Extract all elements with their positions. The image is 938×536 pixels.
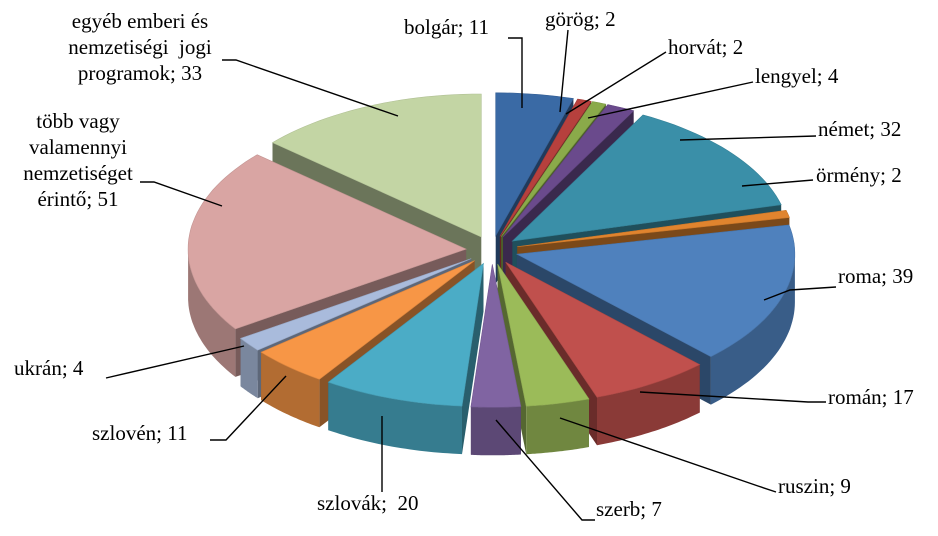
- data-label-bolgar: bolgár; 11: [404, 15, 489, 39]
- leader-line-egyeb-emberi-es-nemzetisegi-jogi-programok: [222, 59, 399, 117]
- leader-line-ukran: [105, 345, 245, 379]
- leader-line-tobb-vagy-valamennyi-nemzetiseget-erinto: [140, 181, 223, 207]
- leader-line-szloven: [210, 375, 287, 441]
- data-label-horvat: horvát; 2: [668, 35, 743, 59]
- leader-line-horvat: [565, 51, 667, 115]
- data-label-line: több vagy: [36, 109, 120, 133]
- slice-ruszin: [497, 263, 590, 407]
- data-label-ukran: ukrán; 4: [14, 356, 84, 380]
- data-label-line: nemzetiségi jogi: [68, 35, 212, 59]
- data-label-line: programok; 33: [78, 61, 202, 85]
- leader-line-lengyel: [587, 81, 754, 119]
- leader-line-nemet: [679, 135, 817, 141]
- leader-line-roma: [763, 286, 837, 301]
- slice-roma: [515, 224, 796, 357]
- data-label-line: érintő; 51: [37, 187, 118, 211]
- data-label-line: egyéb emberi és: [72, 9, 208, 33]
- slice-nemet: [511, 114, 782, 242]
- slice-szerb: [470, 264, 522, 408]
- slice-rim-roma: [710, 254, 795, 405]
- slice-labels: bolgár; 11 görög; 2 horvát; 2 lengyel; 4 ném…: [14, 7, 914, 521]
- slice-szlovak: [327, 262, 484, 407]
- data-label-ruszin: ruszin; 9: [778, 474, 851, 498]
- data-label-gorog: görög; 2: [545, 7, 616, 31]
- slice-lengyel: [502, 104, 635, 238]
- data-label-szlovak: szlovák; 20: [317, 491, 418, 515]
- data-label-tobb-vagy-valamennyi-nemzetiseget-erinto: több vagy valamennyi nemzetiséget érintő; 5…: [23, 109, 133, 211]
- slice-tops: [187, 92, 796, 408]
- slice-rim-szlovak: [328, 382, 462, 455]
- leader-line-gorog: [559, 29, 569, 113]
- slice-rim-szerb: [470, 406, 521, 456]
- data-label-roman: román; 17: [828, 385, 914, 409]
- slice-rim-ruszin: [526, 399, 589, 455]
- leader-line-ormeny: [741, 179, 814, 187]
- slice-tobb-vagy-valamennyi-nemzetiseget-erinto: [187, 154, 467, 330]
- slice-egyeb-emberi-es-nemzetisegi-jogi-programok: [271, 93, 482, 238]
- data-label-ormeny: örmény; 2: [816, 163, 902, 187]
- slice-horvat: [500, 101, 607, 237]
- leader-line-ruszin: [559, 417, 777, 493]
- data-label-egyeb-emberi-es-nemzetisegi-jogi-programok: egyéb emberi és nemzetiségi jogi programok…: [68, 9, 212, 85]
- data-label-lengyel: lengyel; 4: [755, 64, 839, 88]
- data-label-nemet: német; 32: [818, 117, 901, 141]
- data-label-szerb: szerb; 7: [596, 497, 662, 521]
- data-label-line: nemzetiséget: [23, 161, 133, 185]
- leader-lines: [105, 29, 837, 521]
- data-label-line: valamennyi: [29, 135, 127, 159]
- slice-rim-ukran: [240, 338, 258, 399]
- slice-bolgar: [495, 92, 574, 237]
- slice-szloven: [260, 260, 475, 380]
- slice-roman: [505, 261, 701, 398]
- data-label-szloven: szlovén; 11: [92, 421, 187, 445]
- slice-ukran: [239, 258, 472, 351]
- slice-gorog: [499, 98, 592, 237]
- slice-ormeny: [517, 209, 790, 247]
- leader-line-szerb: [495, 419, 595, 521]
- data-label-roma: roma; 39: [838, 264, 913, 288]
- slice-rim-tobb-vagy-valamennyi-nemzetiseget-erinto: [188, 249, 236, 377]
- leader-line-bolgar: [508, 37, 523, 108]
- slice-rim-roman: [597, 364, 700, 446]
- leader-line-roman: [639, 391, 826, 403]
- slice-rim-szloven: [261, 352, 320, 428]
